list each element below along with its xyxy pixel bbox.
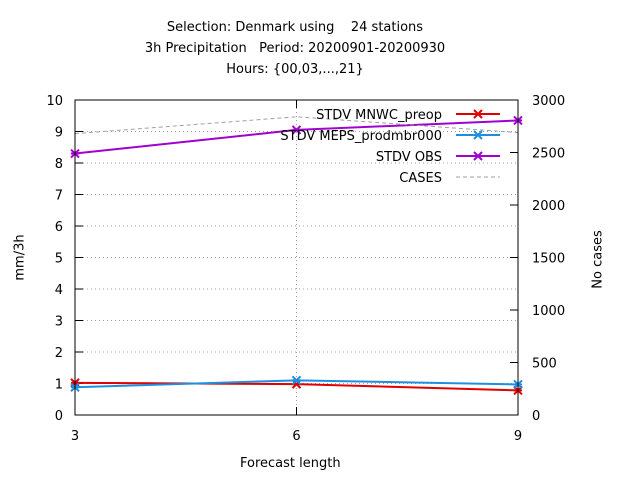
y2-tick-label: 2500 — [532, 147, 565, 162]
y-tick-label: 2 — [55, 346, 63, 361]
legend-label: CASES — [399, 171, 442, 186]
y-tick-label: 1 — [55, 378, 63, 393]
y-tick-label: 10 — [46, 94, 63, 109]
y2-tick-label: 500 — [532, 357, 557, 372]
x-tick-label: 9 — [514, 429, 522, 444]
legend-marker — [473, 109, 483, 119]
y-tick-label: 6 — [55, 220, 63, 235]
y-tick-label: 0 — [55, 409, 63, 424]
y-tick-label: 9 — [55, 126, 63, 141]
series-point-2 — [291, 125, 302, 135]
y2-tick-label: 2000 — [532, 199, 565, 214]
y2-tick-label: 1500 — [532, 252, 565, 267]
y2-axis-title: No cases — [590, 230, 606, 289]
plot-frame — [74, 99, 519, 416]
series-point-1 — [291, 375, 302, 386]
y-tick-label: 3 — [55, 315, 63, 330]
y-tick-label: 8 — [55, 157, 63, 172]
legend-marker — [473, 130, 483, 140]
chart-title-line-2: 3h Precipitation Period: 20200901-202009… — [144, 41, 446, 56]
legend-label: STDV MNWC_preop — [316, 108, 442, 123]
x-tick-label: 6 — [292, 429, 300, 444]
legend-marker — [473, 151, 483, 161]
x-axis-title: Forecast length — [240, 456, 341, 471]
y2-tick-label: 3000 — [532, 94, 565, 109]
chart-title-line-1: Selection: Denmark using 24 stations — [166, 20, 424, 35]
y-tick-label: 4 — [55, 283, 63, 298]
y-axis-title: mm/3h — [12, 234, 28, 281]
legend-label: STDV MEPS_prodmbr000 — [280, 129, 442, 144]
y-tick-label: 7 — [55, 189, 63, 204]
x-tick-label: 3 — [71, 429, 79, 444]
y2-tick-label: 0 — [532, 409, 540, 424]
y2-tick-label: 1000 — [532, 304, 565, 319]
chart-title-line-3: Hours: {00,03,...,21} — [226, 62, 364, 77]
legend-label: STDV OBS — [376, 150, 442, 165]
y-tick-label: 5 — [55, 252, 63, 267]
